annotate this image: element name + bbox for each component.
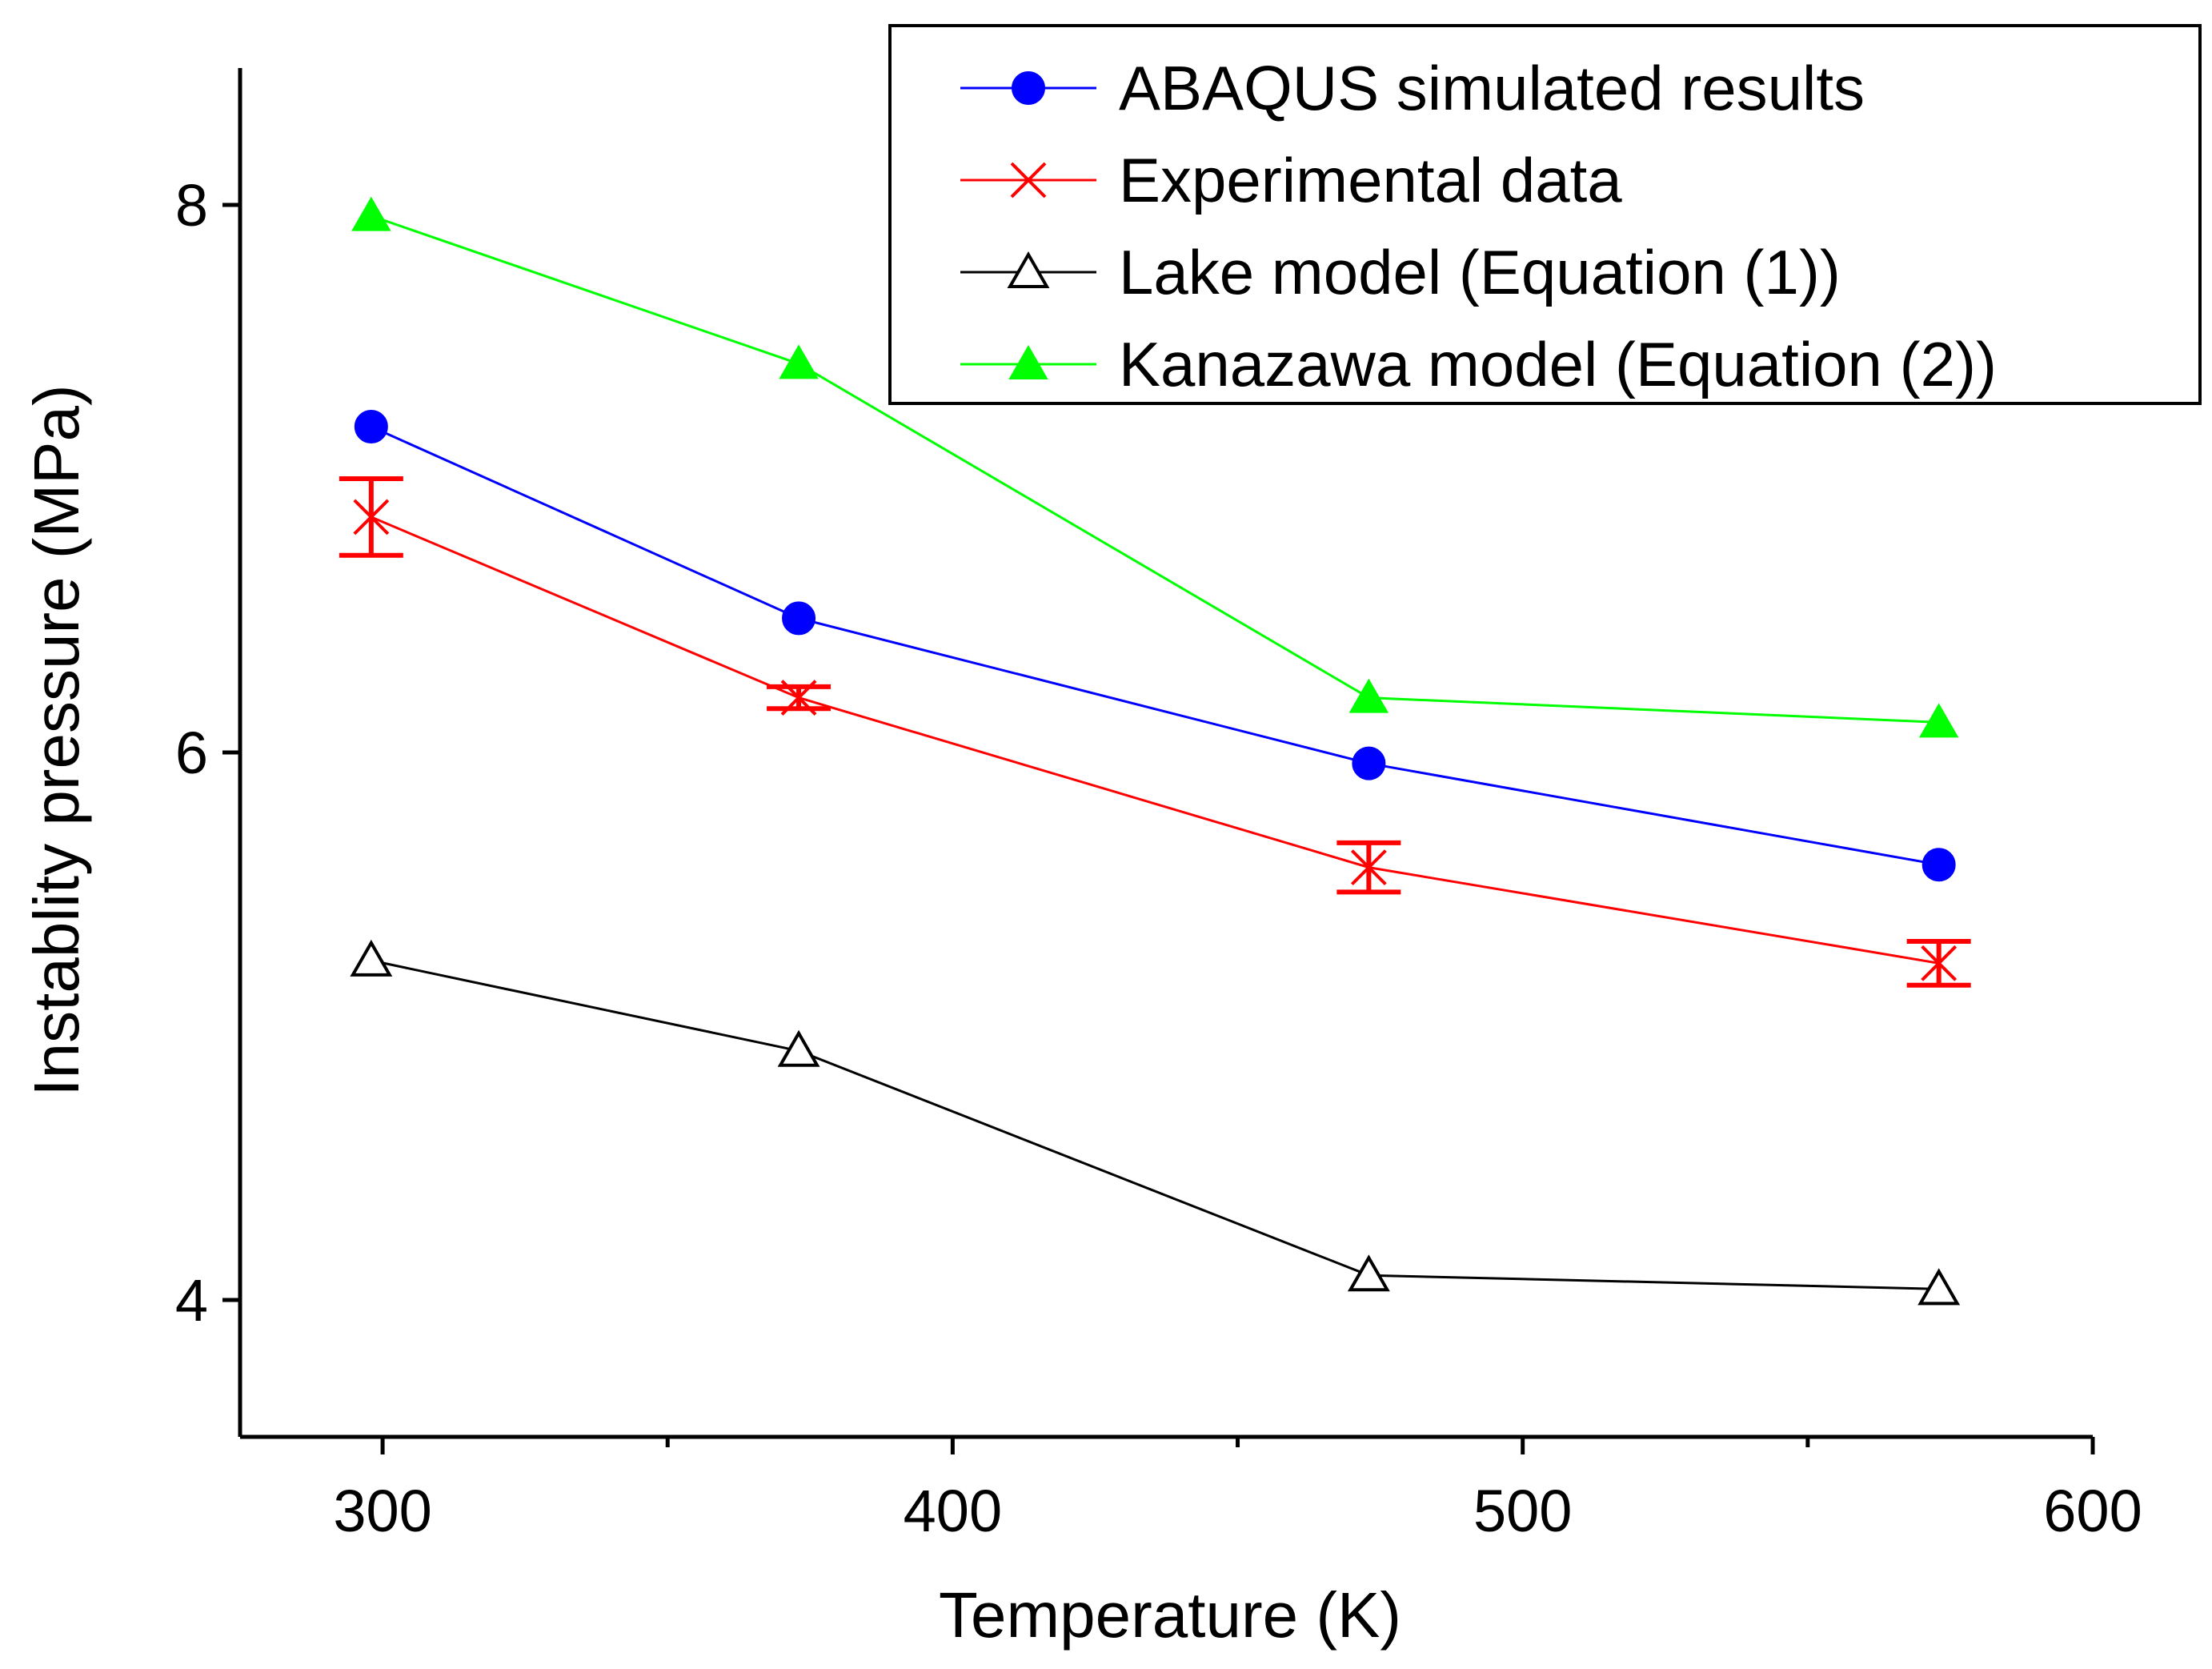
data-point [353,499,390,536]
legend-label: Lake model (Equation (1)) [1119,237,1841,307]
data-point [777,1029,820,1067]
x-tick-label: 600 [2043,1478,2142,1544]
y-axis-title: Instablity pressure (MPa) [21,384,92,1096]
legend-item: Experimental data [960,145,1622,215]
data-point [1917,1268,1961,1306]
legend-item: ABAQUS simulated results [960,53,1865,123]
data-point [351,196,391,231]
data-point [779,344,819,379]
legend-item: Kanazawa model (Equation (2)) [960,329,1997,399]
x-tick-label: 500 [1473,1478,1572,1544]
data-point [354,410,388,444]
series-line [371,516,1939,965]
y-tick-label: 6 [175,720,208,786]
data-point [1921,848,1956,882]
legend-marker [1010,162,1047,199]
legend-marker [1008,344,1048,379]
legend-label: Kanazawa model (Equation (2)) [1119,329,1997,399]
legend-marker [1007,251,1050,288]
legend-marker [1012,71,1045,105]
legend-item: Lake model (Equation (1)) [960,237,1841,307]
legend-label: Experimental data [1119,145,1622,215]
data-point [350,939,393,977]
data-point [1348,678,1389,713]
x-tick-label: 400 [904,1478,1002,1544]
series-line [371,215,1939,724]
y-tick-label: 4 [175,1267,208,1334]
data-point [1921,945,1958,981]
series-line [371,959,1939,1290]
series-1 [354,410,1956,882]
series-line [371,425,1939,866]
series-4 [351,196,1959,738]
data-point [782,601,816,636]
legend: ABAQUS simulated results Experimental dat… [888,24,2202,405]
y-axis: 4 6 8 [175,68,242,1437]
x-axis: 300 400 500 600 [240,1434,2142,1544]
data-point [1350,849,1387,886]
plot-area [339,196,1971,1306]
series-2 [339,476,1971,988]
legend-label: ABAQUS simulated results [1119,53,1865,123]
data-point [1918,703,1959,738]
x-axis-title: Temperature (K) [939,1579,1401,1651]
series-3 [350,939,1961,1306]
data-point [780,680,817,716]
data-point [1347,1254,1390,1292]
y-tick-label: 8 [175,172,208,239]
x-tick-label: 300 [333,1478,431,1544]
legend-box [888,24,2202,405]
data-point [1352,746,1386,780]
